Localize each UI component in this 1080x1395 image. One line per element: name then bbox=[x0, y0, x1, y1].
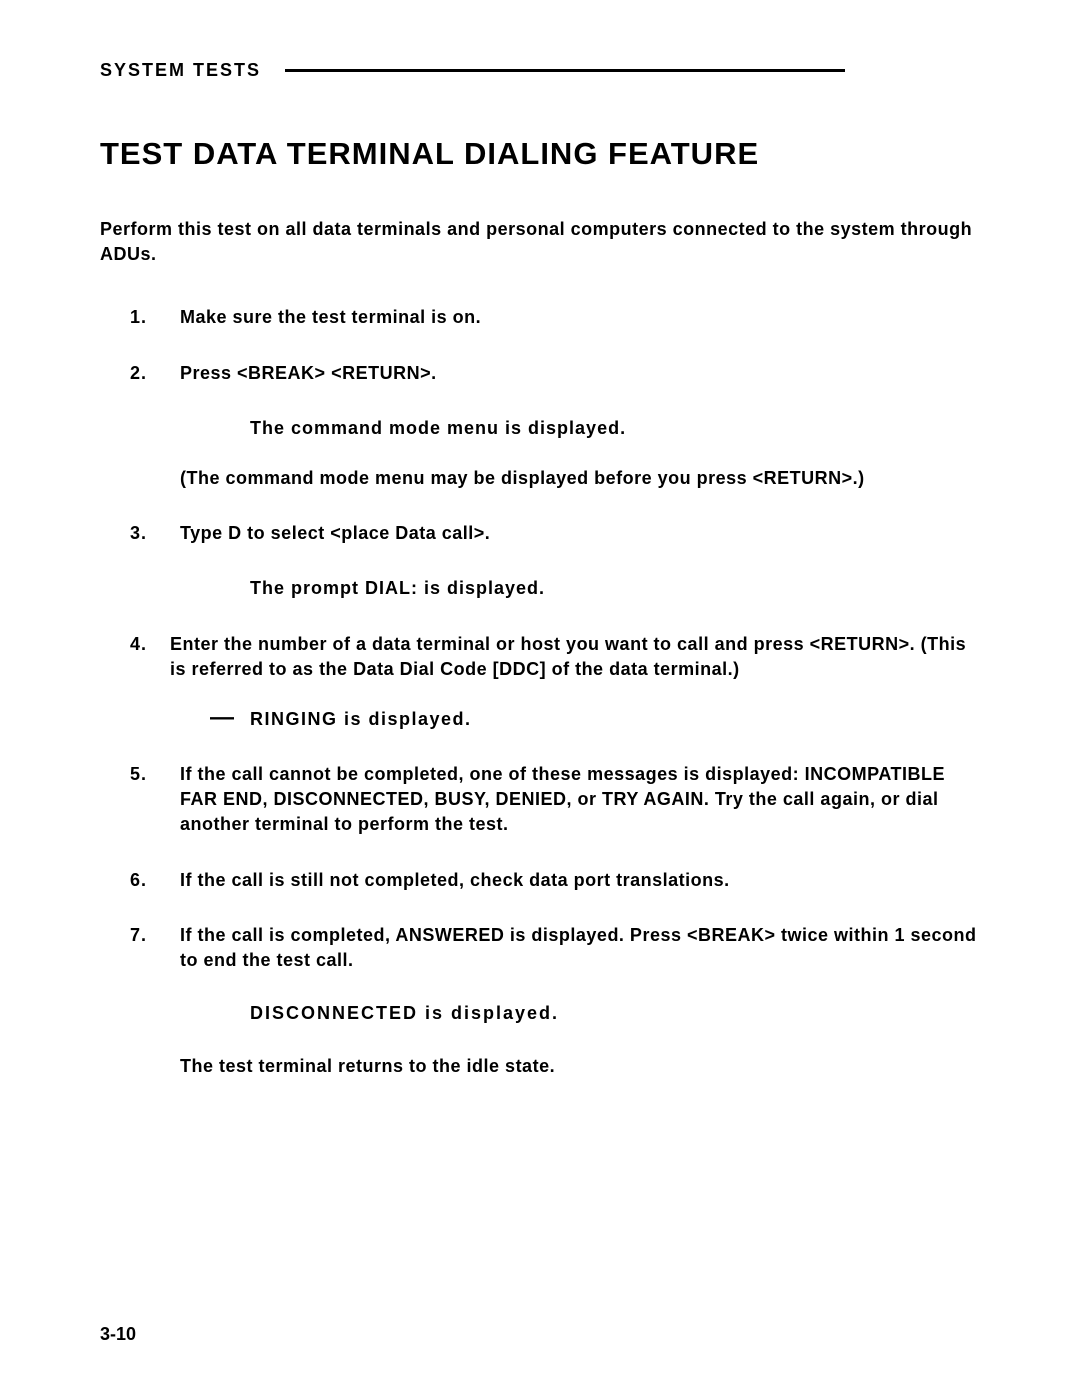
steps-list: 1. Make sure the test terminal is on. 2.… bbox=[130, 305, 980, 1079]
step-main-text: Press <BREAK> <RETURN>. bbox=[180, 361, 980, 386]
step-text: Make sure the test terminal is on. bbox=[180, 305, 980, 330]
step-1: 1. Make sure the test terminal is on. bbox=[130, 305, 980, 330]
dash-text: RINGING is displayed. bbox=[250, 707, 472, 732]
step-number: 1. bbox=[130, 305, 180, 330]
step-main-text: Enter the number of a data terminal or h… bbox=[170, 632, 980, 682]
step-number: 4. bbox=[130, 632, 170, 763]
step-main-text: Type D to select <place Data call>. bbox=[180, 521, 980, 546]
step-result: The prompt DIAL: is displayed. bbox=[250, 576, 980, 601]
intro-text: Perform this test on all data terminals … bbox=[100, 217, 980, 267]
step-3: 3. Type D to select <place Data call>. T… bbox=[130, 521, 980, 631]
step-number: 7. bbox=[130, 923, 180, 1080]
step-7: 7. If the call is completed, ANSWERED is… bbox=[130, 923, 980, 1080]
step-text: Press <BREAK> <RETURN>. The command mode… bbox=[180, 361, 980, 522]
section-label: SYSTEM TESTS bbox=[100, 60, 261, 81]
step-text: If the call is completed, ANSWERED is di… bbox=[180, 923, 980, 1080]
step-note: (The command mode menu may be displayed … bbox=[180, 466, 980, 491]
page-title: TEST DATA TERMINAL DIALING FEATURE bbox=[100, 136, 980, 172]
header-rule bbox=[285, 69, 845, 72]
step-5: 5. If the call cannot be completed, one … bbox=[130, 762, 980, 838]
step-number: 3. bbox=[130, 521, 180, 631]
step-number: 6. bbox=[130, 868, 180, 893]
step-text: If the call cannot be completed, one of … bbox=[180, 762, 980, 838]
step-text: Enter the number of a data terminal or h… bbox=[170, 632, 980, 763]
step-text: Type D to select <place Data call>. The … bbox=[180, 521, 980, 631]
step-number: 5. bbox=[130, 762, 180, 838]
step-text: If the call is still not completed, chec… bbox=[180, 868, 980, 893]
step-4: 4. Enter the number of a data terminal o… bbox=[130, 632, 980, 763]
step-result: DISCONNECTED is displayed. bbox=[250, 1001, 980, 1026]
dash-icon: — bbox=[210, 707, 250, 732]
step-number: 2. bbox=[130, 361, 180, 522]
step-main-text: If the call is completed, ANSWERED is di… bbox=[180, 923, 980, 973]
step-2: 2. Press <BREAK> <RETURN>. The command m… bbox=[130, 361, 980, 522]
page-header: SYSTEM TESTS bbox=[100, 60, 980, 81]
step-result: The command mode menu is displayed. bbox=[250, 416, 980, 441]
page-number: 3-10 bbox=[100, 1324, 136, 1345]
step-6: 6. If the call is still not completed, c… bbox=[130, 868, 980, 893]
step-final: The test terminal returns to the idle st… bbox=[180, 1054, 980, 1079]
dash-result: — RINGING is displayed. bbox=[210, 707, 980, 732]
